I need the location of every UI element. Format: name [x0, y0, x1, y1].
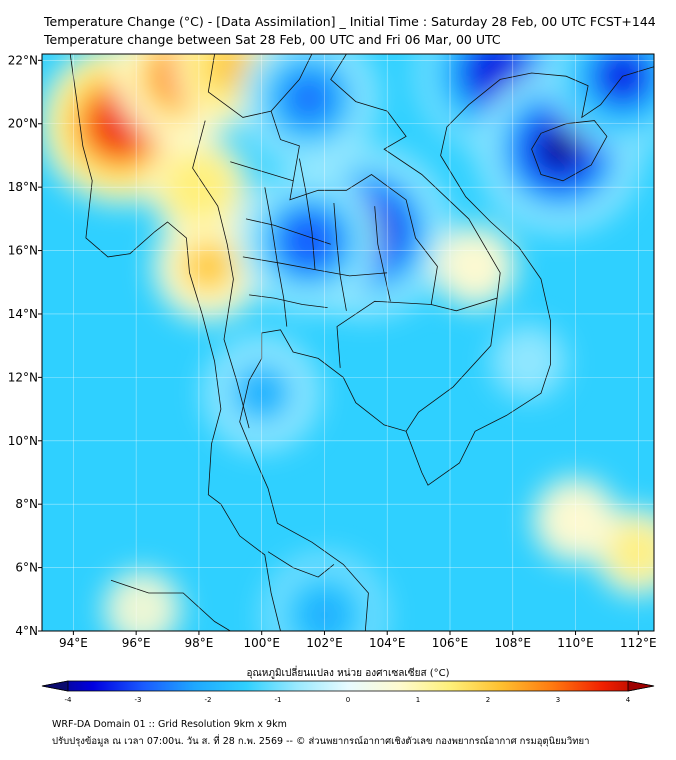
colorbar: -4 -3 -2 -1 0 1 2 3 4	[41, 680, 655, 704]
lat-tick-label: 4°N	[15, 624, 38, 638]
lon-tick-label: 106°E	[432, 636, 469, 650]
colorbar-tick-label: -1	[275, 696, 282, 704]
colorbar-tick-label: 4	[626, 696, 631, 704]
colorbar-label: อุณหภูมิเปลี่ยนแปลง หน่วย องศาเซลเซียส (…	[246, 665, 449, 679]
myanmar-thai-border	[192, 120, 250, 429]
northern-border	[207, 54, 313, 118]
footer-model-info: WRF-DA Domain 01 :: Grid Resolution 9km …	[52, 719, 287, 730]
lon-tick-label: 104°E	[369, 636, 406, 650]
field-blob	[491, 324, 566, 399]
field-blob	[288, 78, 329, 119]
map-subtitle: Temperature change between Sat 28 Feb, 0…	[44, 32, 501, 47]
lon-tick-label: 94°E	[59, 636, 88, 650]
map-title: Temperature Change (°C) - [Data Assimila…	[44, 14, 656, 29]
lon-tick-label: 96°E	[122, 636, 151, 650]
latitude-axis: 4°N 6°N 8°N 10°N 12°N 14°N 16°N 18°N 20°N 22°N	[8, 53, 42, 638]
lat-tick-label: 18°N	[8, 180, 38, 194]
field-blob	[476, 54, 518, 94]
field-blobs	[42, 54, 654, 631]
field-blob	[186, 244, 231, 289]
cambodia-vietnam-border	[405, 297, 498, 432]
lat-tick-label: 12°N	[8, 370, 38, 384]
map-frame	[41, 53, 655, 632]
colorbar-tick-label: 3	[556, 696, 560, 704]
colorbar-tick-label: -4	[65, 696, 73, 704]
hainan-coast	[531, 120, 608, 182]
footer-update-info: ปรับปรุงข้อมูล ณ เวลา 07:00น. วัน ส. ที่…	[52, 736, 590, 747]
province-line	[245, 218, 331, 245]
lat-tick-label: 22°N	[8, 53, 38, 67]
graticule	[42, 54, 654, 631]
andaman-coast	[69, 54, 281, 631]
colorbar-tick-label: 2	[486, 696, 490, 704]
colorbar-tick-label: 1	[416, 696, 420, 704]
field-blob	[104, 570, 181, 631]
lat-tick-label: 20°N	[8, 117, 38, 131]
lao-vietnam-border	[330, 54, 501, 299]
lon-tick-label: 102°E	[306, 636, 343, 650]
lat-tick-label: 6°N	[15, 561, 38, 575]
lon-tick-label: 98°E	[184, 636, 213, 650]
colorbar-tick-label: -3	[135, 696, 142, 704]
field-blob	[288, 220, 330, 262]
lon-tick-label: 112°E	[620, 636, 657, 650]
colorbar-bar	[41, 680, 655, 692]
field-blob	[541, 130, 579, 168]
field-blob	[447, 238, 503, 294]
gulf-coast	[239, 66, 654, 631]
lat-tick-label: 8°N	[15, 497, 38, 511]
colorbar-tick-label: 0	[346, 696, 350, 704]
lon-tick-label: 100°E	[243, 636, 280, 650]
lat-tick-label: 10°N	[8, 434, 38, 448]
colorbar-max-arrow	[627, 680, 655, 692]
colorbar-min-arrow	[41, 680, 69, 692]
province-line	[264, 187, 288, 327]
longitude-axis: 94°E 96°E 98°E 100°E 102°E 104°E 106°E 108°E 110…	[59, 631, 657, 650]
field-blob	[608, 522, 654, 582]
colorbar-tick-label: -2	[205, 696, 212, 704]
lat-tick-label: 14°N	[8, 307, 38, 321]
lon-tick-label: 110°E	[557, 636, 594, 650]
temperature-field	[42, 54, 654, 631]
province-line	[333, 202, 347, 311]
thai-malaysia-border	[267, 551, 335, 578]
lat-tick-label: 16°N	[8, 244, 38, 258]
lon-tick-label: 108°E	[495, 636, 532, 650]
